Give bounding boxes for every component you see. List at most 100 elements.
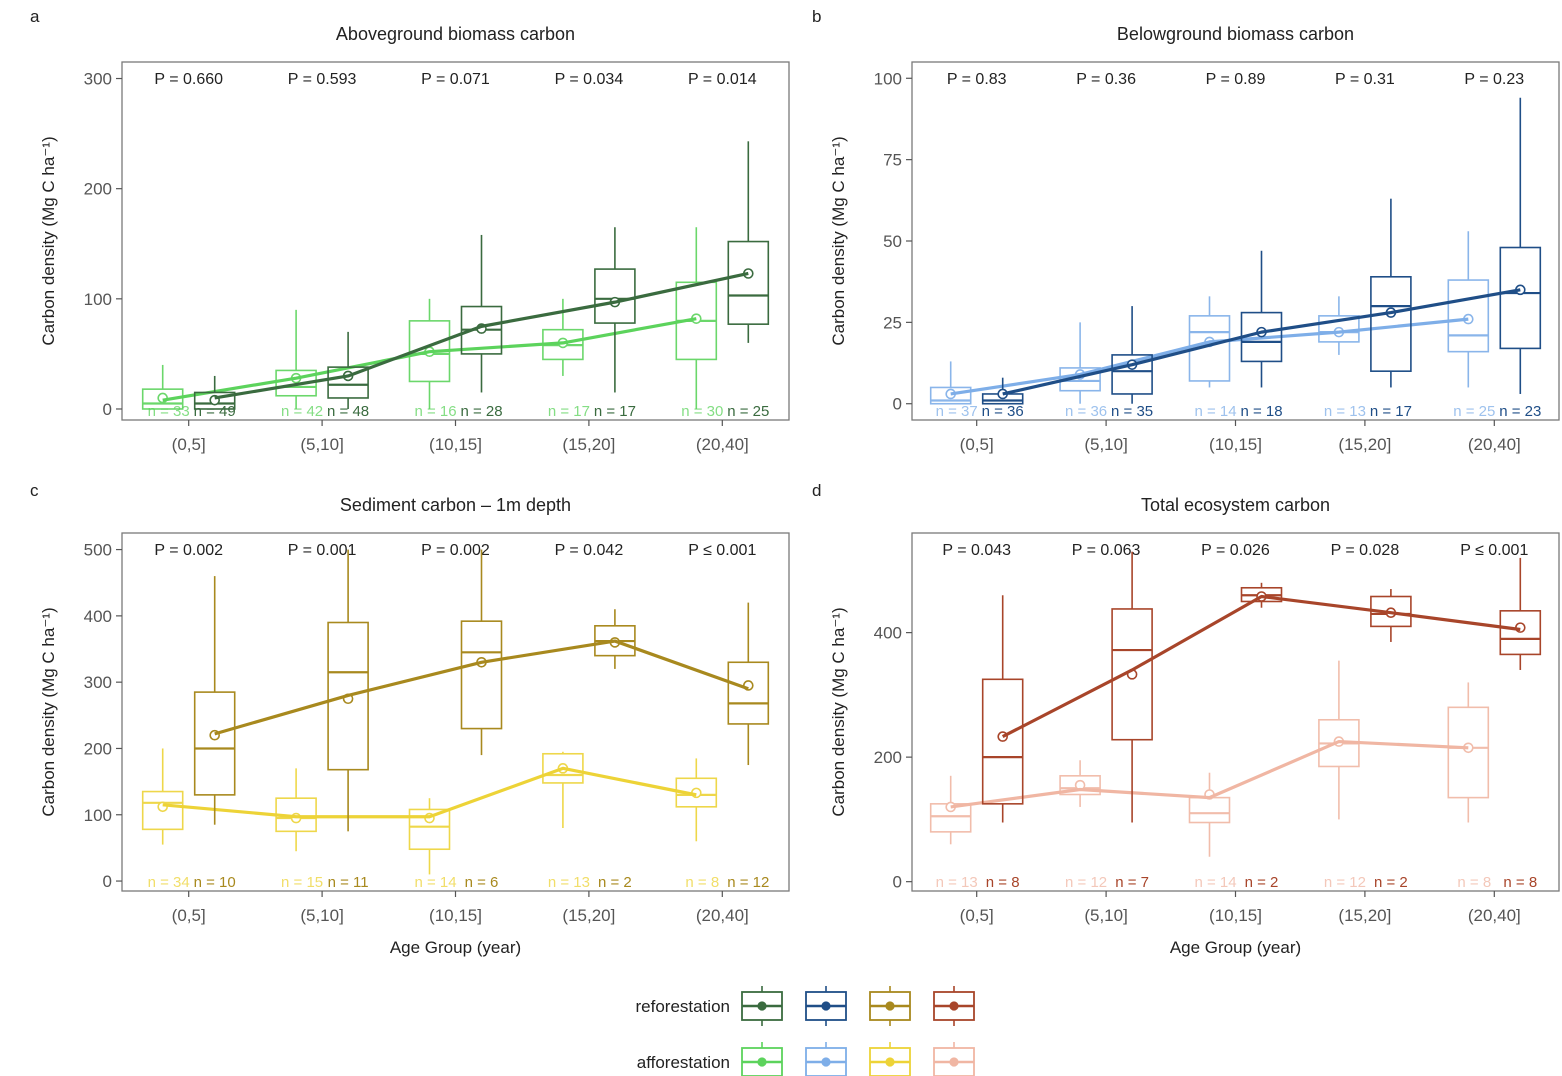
n-count-label: n = 8 (986, 874, 1020, 891)
n-count-label: n = 28 (460, 403, 502, 420)
legend-key (933, 1042, 975, 1076)
box-iqr (141, 388, 184, 410)
legend-key (805, 1042, 847, 1076)
trend-line-reforestation (1002, 288, 1521, 396)
box-iqr (1447, 706, 1490, 799)
legend: reforestation afforestation (636, 986, 975, 1076)
box-afforestation (275, 768, 317, 852)
n-count-label: n = 10 (194, 874, 236, 891)
box-reforestation (1370, 198, 1412, 388)
y-tick-label: 100 (84, 290, 112, 309)
panel-d: d Total ecosystem carbon 0 200 400 (0,5] (5,10… (812, 481, 1560, 957)
n-count-label: n = 49 (194, 403, 236, 420)
n-count-label: n = 23 (1499, 403, 1541, 420)
box-iqr (460, 620, 503, 730)
trend-line-reforestation (214, 271, 749, 400)
box-reforestation (327, 549, 369, 832)
box-iqr (327, 366, 369, 399)
n-count-label: n = 15 (281, 874, 323, 891)
panel-title: Sediment carbon – 1m depth (340, 495, 571, 515)
box-afforestation (1318, 296, 1360, 355)
legend-label: reforestation (636, 997, 731, 1016)
x-tick-label: (10,15] (429, 906, 482, 925)
n-count-label: n = 25 (727, 403, 769, 420)
box-reforestation (460, 549, 503, 756)
x-tick-label: (10,15] (1209, 435, 1262, 454)
y-tick-label: 25 (883, 313, 902, 332)
legend-key (869, 986, 911, 1026)
x-tick-label: (5,10] (1084, 906, 1127, 925)
box-reforestation (1499, 97, 1542, 394)
legend-key (933, 986, 975, 1026)
box-reforestation (594, 227, 636, 393)
x-tick-label: (5,10] (300, 435, 343, 454)
y-tick-label: 0 (103, 872, 112, 891)
n-count-label: n = 30 (681, 403, 723, 420)
n-count-label: n = 8 (1503, 874, 1537, 891)
box-iqr (327, 621, 369, 771)
legend-key-point (949, 1057, 959, 1067)
y-axis-label: Carbon density (Mg C ha⁻¹) (39, 607, 58, 816)
legend-key-point (885, 1057, 895, 1067)
p-value-label: P = 0.36 (1076, 71, 1136, 88)
box-afforestation (408, 798, 451, 875)
n-count-label: n = 12 (1324, 874, 1366, 891)
n-count-label: n = 14 (1194, 874, 1236, 891)
y-tick-label: 75 (883, 151, 902, 170)
n-count-label: n = 8 (685, 874, 719, 891)
n-count-label: n = 12 (727, 874, 769, 891)
x-axis-label: Age Group (year) (1170, 938, 1301, 957)
p-value-label: P ≤ 0.001 (1460, 542, 1528, 559)
box-afforestation (675, 758, 718, 842)
legend-key-point (821, 1057, 831, 1067)
box-afforestation (1059, 760, 1101, 807)
n-count-label: n = 11 (328, 874, 369, 891)
legend-key (741, 1042, 783, 1076)
y-tick-label: 400 (874, 624, 902, 643)
n-count-label: n = 48 (327, 403, 369, 420)
x-tick-label: (0,5] (960, 435, 994, 454)
p-value-label: P = 0.042 (555, 542, 624, 559)
box-iqr (929, 386, 972, 405)
y-tick-label: 200 (84, 739, 112, 758)
box-iqr (542, 752, 584, 784)
plot-frame (121, 61, 790, 421)
x-tick-label: (20,40] (696, 435, 749, 454)
n-count-label: n = 33 (148, 403, 190, 420)
legend-key (741, 986, 783, 1026)
y-axis-label: Carbon density (Mg C ha⁻¹) (829, 136, 848, 345)
plot-frame (911, 61, 1560, 421)
box-iqr (193, 391, 236, 410)
plot-frame (911, 532, 1560, 892)
p-value-label: P ≤ 0.001 (688, 542, 756, 559)
p-value-label: P = 0.89 (1206, 71, 1266, 88)
n-count-label: n = 17 (548, 403, 590, 420)
trend-line-reforestation (214, 639, 749, 736)
x-tick-label: (20,40] (1468, 906, 1521, 925)
p-value-label: P = 0.034 (555, 71, 624, 88)
p-value-label: P = 0.002 (154, 542, 223, 559)
p-value-label: P = 0.83 (947, 71, 1007, 88)
n-count-label: n = 8 (1457, 874, 1491, 891)
trend-line-afforestation (162, 317, 697, 402)
panel-tag: a (30, 7, 40, 26)
box-reforestation (193, 375, 236, 410)
p-value-label: P = 0.001 (288, 542, 357, 559)
series-reforestation: n = 49 n = 48 n = 28 n = 17 n = 25 (193, 141, 769, 420)
box-iqr (275, 369, 317, 397)
legend-key-point (757, 1057, 767, 1067)
series-afforestation: n = 34 n = 15 n = 14 n = 13 n = 8 (141, 748, 719, 891)
box-afforestation (275, 309, 317, 409)
x-tick-label: (5,10] (300, 906, 343, 925)
p-value-label: P = 0.660 (154, 71, 223, 88)
p-value-label: P = 0.071 (421, 71, 490, 88)
box-iqr (1059, 367, 1101, 392)
box-reforestation (981, 377, 1024, 405)
box-iqr (1499, 610, 1542, 656)
x-tick-label: (5,10] (1084, 435, 1127, 454)
box-afforestation (675, 227, 718, 409)
n-count-label: n = 42 (281, 403, 323, 420)
box-iqr (727, 661, 770, 725)
x-tick-label: (20,40] (1468, 435, 1521, 454)
box-iqr (1447, 279, 1490, 353)
